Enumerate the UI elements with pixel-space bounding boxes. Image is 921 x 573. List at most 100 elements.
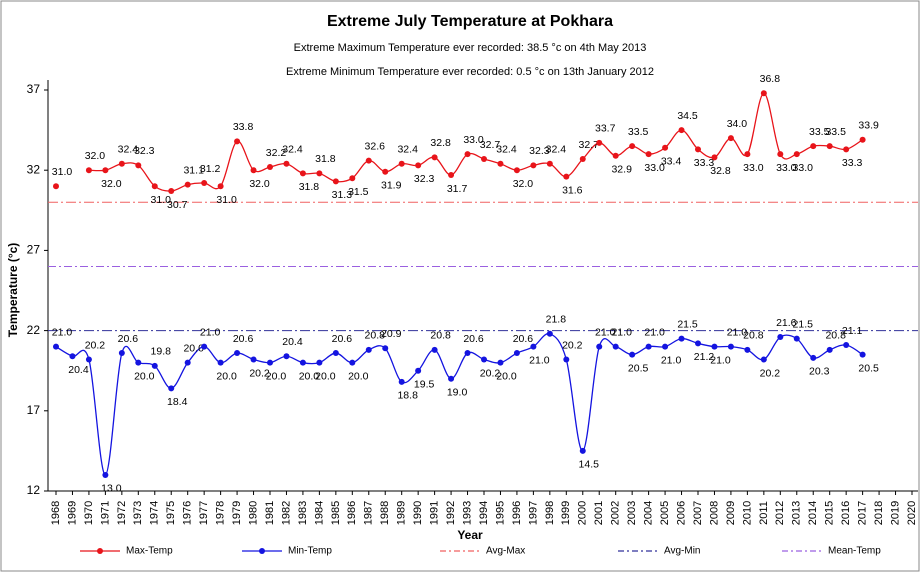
data-label: 20.9: [381, 328, 402, 340]
x-tick-label: 1990: [412, 501, 424, 525]
legend-label: Mean-Temp: [828, 546, 881, 557]
data-label: 20.5: [858, 362, 879, 374]
data-point: [563, 173, 570, 180]
data-point: [497, 160, 504, 167]
data-point: [217, 183, 224, 190]
data-label: 31.6: [562, 184, 583, 196]
x-tick-label: 2004: [643, 501, 655, 525]
x-tick-label: 2000: [577, 501, 589, 525]
data-label: 31.0: [52, 166, 73, 178]
data-point: [695, 340, 701, 347]
data-point: [349, 359, 356, 366]
data-label: 33.8: [233, 121, 254, 133]
data-point: [695, 146, 701, 153]
data-point: [332, 178, 339, 185]
data-label: 20.0: [183, 342, 204, 354]
data-label: 20.6: [332, 333, 353, 345]
data-point: [85, 356, 92, 363]
chart-subtitle: Extreme Maximum Temperature ever recorde…: [294, 42, 647, 54]
data-label: 32.8: [430, 137, 451, 149]
chart-subtitle: Extreme Minimum Temperature ever recorde…: [286, 66, 654, 78]
data-point: [711, 154, 718, 161]
data-point: [760, 356, 767, 363]
data-point: [267, 163, 273, 170]
x-axis-label: Year: [457, 528, 483, 542]
data-label: 33.3: [842, 157, 863, 169]
data-label: 32.3: [529, 145, 550, 157]
y-tick-label: 12: [27, 483, 41, 497]
data-point: [234, 138, 241, 145]
data-point: [727, 343, 734, 350]
data-point: [267, 359, 273, 366]
x-tick-label: 1978: [215, 501, 227, 525]
x-tick-label: 1970: [83, 501, 95, 525]
data-point: [415, 162, 422, 169]
data-point: [497, 359, 504, 366]
data-label: 20.0: [315, 370, 336, 382]
x-tick-label: 1976: [182, 501, 194, 525]
data-label: 32.9: [611, 164, 632, 176]
data-point: [250, 167, 257, 174]
data-point: [513, 350, 520, 357]
y-tick-label: 27: [27, 243, 41, 257]
data-point: [810, 143, 817, 150]
data-point: [678, 127, 685, 134]
x-tick-label: 1975: [165, 501, 177, 525]
data-label: 32.0: [101, 178, 122, 190]
x-tick-label: 1999: [560, 501, 572, 525]
data-point: [316, 170, 323, 177]
data-label: 20.0: [134, 370, 155, 382]
data-label: 21.2: [694, 351, 715, 363]
x-tick-label: 1984: [313, 501, 325, 525]
data-point: [579, 155, 586, 162]
data-point: [69, 353, 76, 360]
x-tick-label: 2005: [659, 501, 671, 525]
data-point: [365, 346, 372, 353]
data-point: [135, 162, 142, 169]
data-point: [201, 180, 208, 187]
data-label: 31.5: [348, 186, 369, 198]
x-tick-label: 2015: [824, 501, 836, 525]
data-point: [859, 351, 866, 358]
data-label: 19.5: [414, 378, 435, 390]
data-label: 20.0: [299, 370, 320, 382]
y-tick-label: 37: [27, 82, 41, 96]
data-label: 20.2: [85, 339, 106, 351]
data-label: 31.8: [299, 181, 320, 193]
x-tick-label: 2020: [906, 501, 918, 525]
legend-label: Avg-Max: [486, 546, 525, 557]
data-point: [843, 342, 850, 349]
data-label: 20.6: [463, 333, 484, 345]
legend-label: Min-Temp: [288, 546, 332, 557]
data-label: 20.8: [743, 330, 764, 342]
data-point: [546, 160, 553, 167]
x-tick-label: 1977: [198, 501, 210, 525]
data-point: [530, 162, 537, 169]
x-tick-label: 1969: [66, 501, 78, 525]
data-label: 34.5: [677, 110, 698, 122]
data-point: [793, 151, 800, 158]
data-point: [777, 151, 784, 158]
data-point: [596, 343, 603, 350]
data-label: 20.6: [233, 333, 254, 345]
data-point: [283, 160, 290, 167]
x-tick-label: 1987: [363, 501, 375, 525]
data-label: 21.0: [595, 326, 616, 338]
data-point: [777, 334, 784, 341]
data-point: [678, 335, 685, 342]
data-point: [299, 359, 306, 366]
data-point: [629, 143, 636, 150]
data-label: 21.0: [200, 326, 221, 338]
data-point: [464, 350, 471, 357]
data-label: 20.2: [480, 367, 501, 379]
x-tick-label: 2019: [889, 501, 901, 525]
data-label: 32.4: [282, 144, 303, 156]
x-tick-label: 2003: [626, 501, 638, 525]
data-point: [53, 183, 59, 190]
data-label: 31.2: [200, 163, 221, 175]
data-point: [118, 160, 125, 167]
data-label: 33.0: [463, 134, 484, 146]
x-tick-label: 2017: [857, 501, 869, 525]
data-point: [332, 350, 339, 357]
